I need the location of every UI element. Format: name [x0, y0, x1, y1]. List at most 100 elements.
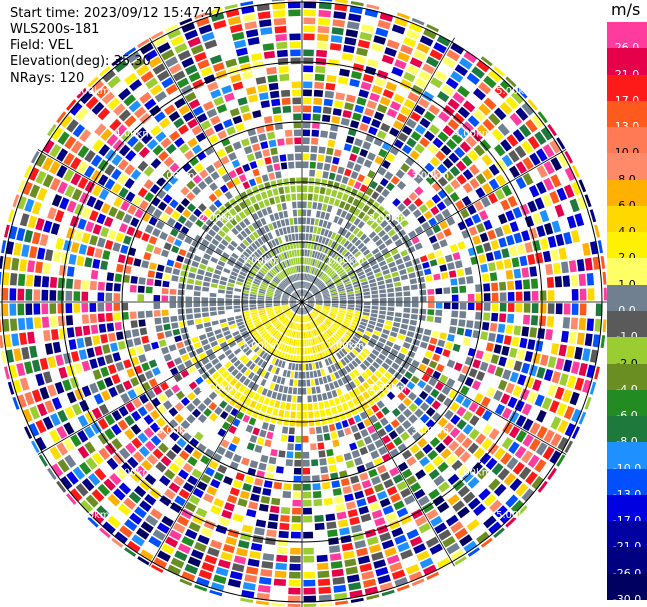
velocity-gate — [336, 352, 342, 360]
velocity-gate — [104, 414, 116, 426]
velocity-gate — [475, 312, 483, 320]
velocity-gate — [333, 380, 340, 389]
velocity-gate — [295, 161, 302, 169]
velocity-gate — [155, 461, 167, 473]
velocity-gate — [302, 451, 310, 459]
velocity-gate — [475, 433, 487, 445]
velocity-gate — [138, 446, 150, 458]
velocity-gate — [274, 306, 281, 310]
velocity-gate — [203, 408, 213, 417]
velocity-gate — [245, 566, 259, 575]
velocity-gate — [327, 456, 336, 465]
velocity-gate — [376, 205, 385, 214]
velocity-gate — [582, 210, 592, 225]
velocity-gate — [91, 407, 103, 420]
velocity-gate — [500, 393, 511, 405]
velocity-gate — [381, 362, 390, 370]
velocity-gate — [265, 302, 273, 304]
velocity-gate — [315, 386, 321, 394]
velocity-gate — [361, 401, 370, 410]
velocity-gate — [254, 278, 261, 284]
velocity-gate — [214, 385, 223, 395]
velocity-gate — [318, 326, 324, 333]
velocity-gate — [369, 92, 380, 102]
velocity-gate — [475, 159, 487, 171]
velocity-gate — [339, 437, 348, 446]
velocity-gate — [201, 302, 209, 307]
velocity-gate — [227, 352, 235, 360]
velocity-gate — [521, 450, 534, 464]
velocity-gate — [208, 391, 218, 401]
velocity-gate — [378, 148, 388, 158]
velocity-gate — [138, 277, 146, 285]
velocity-gate — [97, 432, 109, 445]
velocity-gate — [333, 253, 340, 260]
velocity-gate — [556, 187, 568, 202]
velocity-gate — [419, 302, 427, 308]
velocity-gate — [508, 347, 518, 358]
velocity-gate — [258, 395, 265, 404]
velocity-gate — [143, 542, 158, 555]
velocity-gate — [404, 356, 413, 364]
velocity-gate — [144, 224, 154, 234]
velocity-gate — [177, 469, 189, 480]
velocity-gate — [327, 66, 338, 75]
velocity-gate — [272, 408, 279, 416]
velocity-gate — [390, 175, 400, 185]
velocity-gate — [527, 135, 540, 150]
velocity-gate — [547, 384, 557, 397]
velocity-gate — [330, 241, 336, 249]
velocity-gate — [283, 318, 289, 325]
velocity-gate — [202, 286, 210, 292]
velocity-gate — [377, 574, 391, 585]
velocity-gate — [283, 307, 290, 312]
velocity-gate — [435, 302, 443, 309]
velocity-gate — [84, 336, 93, 347]
velocity-gate — [506, 280, 515, 291]
velocity-gate — [391, 208, 401, 218]
velocity-gate — [98, 323, 107, 333]
velocity-gate — [323, 303, 331, 305]
velocity-gate — [100, 366, 110, 378]
velocity-gate — [303, 81, 313, 89]
velocity-gate — [514, 445, 527, 459]
velocity-gate — [307, 299, 315, 302]
velocity-gate — [314, 319, 319, 326]
velocity-gate — [393, 455, 404, 465]
velocity-gate — [349, 153, 358, 162]
velocity-gate — [274, 308, 282, 313]
velocity-gate — [335, 600, 349, 606]
velocity-gate — [0, 271, 2, 285]
velocity-gate — [497, 271, 506, 281]
velocity-gate — [235, 318, 243, 323]
velocity-gate — [379, 302, 387, 306]
velocity-gate — [192, 487, 204, 498]
velocity-gate — [500, 139, 512, 152]
velocity-gate — [303, 273, 305, 281]
velocity-gate — [419, 289, 427, 296]
velocity-gate — [436, 363, 445, 373]
velocity-gate — [338, 350, 345, 358]
velocity-gate — [411, 296, 419, 302]
velocity-gate — [315, 269, 321, 276]
velocity-gate — [379, 293, 387, 298]
velocity-gate — [27, 260, 36, 273]
velocity-gate — [321, 311, 328, 315]
velocity-gate — [218, 353, 226, 361]
velocity-gate — [542, 446, 555, 461]
velocity-gate — [442, 487, 455, 500]
velocity-gate — [367, 208, 375, 217]
velocity-gate — [320, 211, 326, 219]
velocity-gate — [397, 352, 406, 360]
velocity-gate — [260, 378, 267, 387]
velocity-gate — [313, 506, 324, 515]
velocity-gate — [527, 254, 536, 265]
velocity-gate — [272, 9, 286, 18]
range-ring-label: 1.00km — [326, 340, 364, 351]
velocity-gate — [313, 354, 318, 362]
velocity-gate — [370, 286, 378, 291]
velocity-gate — [176, 515, 190, 527]
velocity-gate — [304, 315, 307, 323]
velocity-gate — [35, 170, 47, 185]
velocity-gate — [298, 217, 302, 225]
